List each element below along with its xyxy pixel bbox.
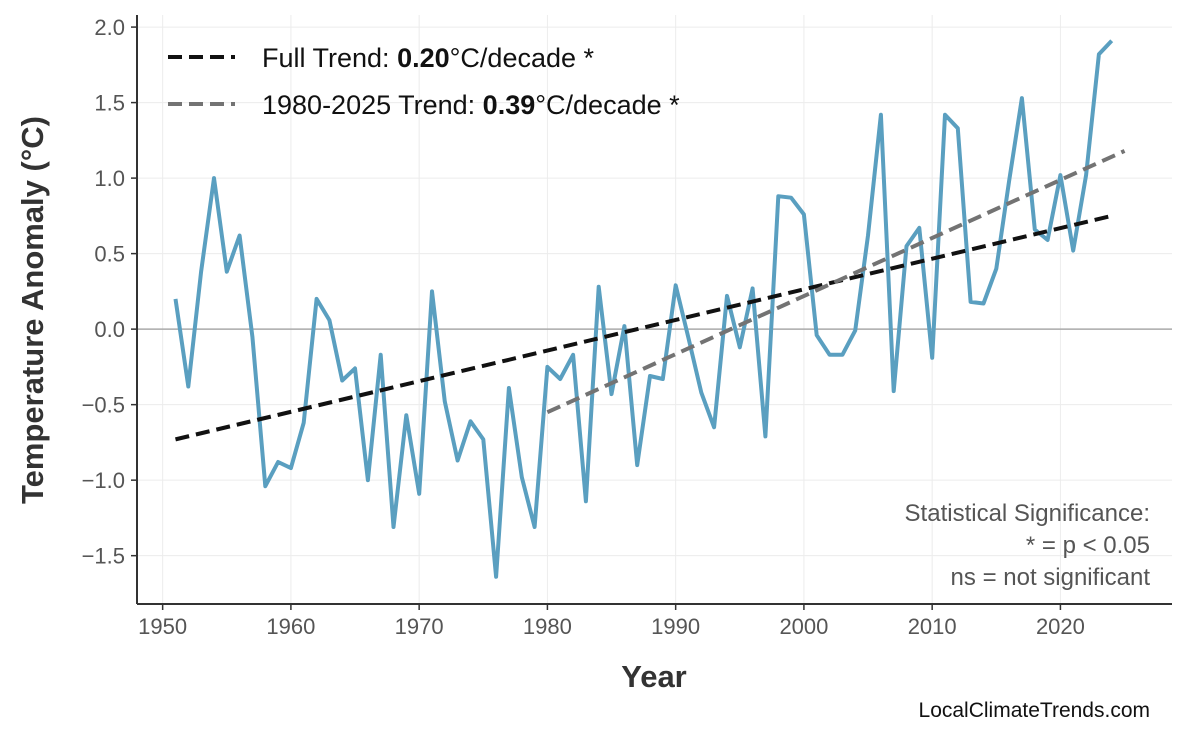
anomaly-series-line <box>173 39 1114 579</box>
x-tick-label: 2020 <box>1036 614 1085 639</box>
legend: Full Trend: 0.20°C/decade * 1980-2025 Tr… <box>168 43 680 120</box>
x-tick-label: 2000 <box>779 614 828 639</box>
y-tick-label: 2.0 <box>94 15 125 40</box>
y-axis-label: Temperature Anomaly (°C) <box>15 116 50 504</box>
note-line-2: * = p < 0.05 <box>1026 532 1150 559</box>
x-tick-label: 1950 <box>138 614 187 639</box>
y-tick-label: 1.5 <box>94 91 125 116</box>
note-line-3: ns = not significant <box>951 564 1151 591</box>
y-tick-label: 1.0 <box>94 166 125 191</box>
y-tick-label: −0.5 <box>82 393 125 418</box>
note-line-1: Statistical Significance: <box>905 500 1150 527</box>
y-tick-label: −1.0 <box>82 468 125 493</box>
x-tick-label: 1980 <box>523 614 572 639</box>
recent-trend-line <box>546 149 1126 415</box>
x-axis-label: Year <box>621 659 687 694</box>
axes: 1950 1960 1970 1980 1990 2000 2010 2020 2.0 1.5 1.… <box>82 15 1172 639</box>
x-tick-label: 1990 <box>651 614 700 639</box>
legend-label-1980-trend: 1980-2025 Trend: 0.39°C/decade * <box>262 90 680 120</box>
y-tick-label: 0.0 <box>94 317 125 342</box>
legend-label-full-trend: Full Trend: 0.20°C/decade * <box>262 43 595 73</box>
significance-note: Statistical Significance: * = p < 0.05 n… <box>905 500 1151 591</box>
x-tick-label: 1970 <box>395 614 444 639</box>
grid <box>137 15 1172 604</box>
full-trend-line <box>175 213 1113 442</box>
x-tick-label: 2010 <box>908 614 957 639</box>
y-tick-label: −1.5 <box>82 544 125 569</box>
series-layer <box>173 39 1126 579</box>
site-credit: LocalClimateTrends.com <box>919 699 1150 722</box>
y-tick-label: 0.5 <box>94 242 125 267</box>
x-tick-label: 1960 <box>266 614 315 639</box>
